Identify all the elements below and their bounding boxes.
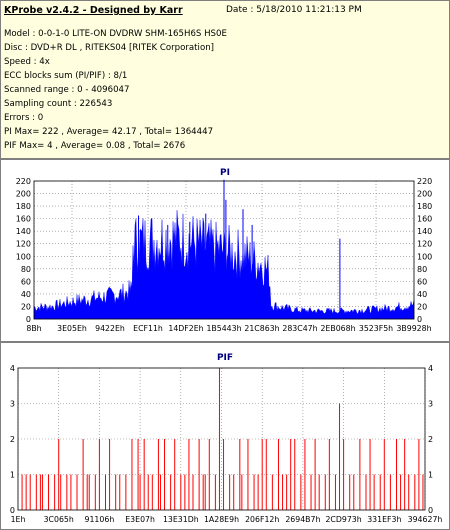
pi-y-tick-label-right: 220 [417, 177, 432, 186]
info-ecc: ECC blocks sum (PI/PIF) : 8/1 [4, 71, 128, 81]
pif-y-tick-label: 0 [10, 506, 15, 515]
pi-plot-border [33, 180, 415, 320]
pif-x-tick-label: 331EF3h [367, 515, 401, 524]
pi-chart-panel: PI 0 0 20 20 40 40 60 60 80 80 100 100 120 120 140 140 1… [0, 159, 450, 342]
pi-x-tick-label: 21C863h [244, 324, 279, 333]
pi-y-tick-label: 200 [16, 190, 31, 199]
info-sampling: Sampling count : 226543 [4, 99, 113, 109]
pi-y-tick-label: 160 [16, 215, 31, 224]
pif-x-tick-label: 91106h [85, 515, 115, 524]
pif-y-tick-label-right: 1 [428, 471, 433, 480]
pi-y-tick-label: 80 [21, 265, 31, 274]
pi-x-tick-label: 3E05Eh [57, 324, 87, 333]
pi-y-tick-label: 20 [21, 302, 31, 311]
pi-y-tick-label: 100 [16, 252, 31, 261]
pi-x-tick-label: 283C47h [282, 324, 317, 333]
pi-chart: PI 0 0 20 20 40 40 60 60 80 80 100 100 120 120 140 140 1… [16, 168, 433, 333]
info-errors: Errors : 0 [4, 113, 44, 123]
pi-x-tick-label: 2EB068h [320, 324, 355, 333]
pi-x-tick-label: 9422Eh [95, 324, 125, 333]
info-panel: KProbe v2.4.2 - Designed by Karr Date : … [0, 0, 450, 159]
pif-y-tick-label-right: 0 [428, 506, 433, 515]
pi-x-tick-label: 8Bh [26, 324, 41, 333]
pi-y-tick-label-right: 0 [417, 315, 422, 324]
pif-x-tick-label: 1A28E9h [204, 515, 239, 524]
pi-y-tick-label: 40 [21, 290, 31, 299]
pi-y-tick-label-right: 20 [417, 302, 427, 311]
pi-x-tick-label: 3B9928h [396, 324, 431, 333]
pi-x-tick-label: 1B5443h [206, 324, 241, 333]
pi-y-tick-label: 220 [16, 177, 31, 186]
info-range: Scanned range : 0 - 4096047 [4, 85, 130, 95]
pi-x-tick-label: 14DF2Eh [168, 324, 203, 333]
pi-x-tick-label: 3523F5h [359, 324, 393, 333]
pi-y-tick-label-right: 100 [417, 252, 432, 261]
pif-y-tick-label-right: 4 [428, 364, 433, 373]
info-model: Model : 0-0-1-0 LITE-ON DVDRW SHM-165H6S… [4, 29, 227, 39]
pi-y-tick-label-right: 140 [417, 227, 432, 236]
pif-x-tick-label: 1Eh [11, 515, 26, 524]
pif-x-tick-label: 2CD973h [325, 515, 361, 524]
pi-y-tick-label: 140 [16, 227, 31, 236]
pif-y-tick-label-right: 2 [428, 435, 433, 444]
pi-y-tick-label-right: 60 [417, 277, 427, 286]
pi-y-tick-label: 60 [21, 277, 31, 286]
pi-y-tick-label: 180 [16, 202, 31, 211]
pi-y-tick-label-right: 80 [417, 265, 427, 274]
pif-y-tick-label: 4 [10, 364, 15, 373]
scan-date: Date : 5/18/2010 11:21:13 PM [226, 5, 362, 15]
pif-chart-title: PIF [217, 353, 233, 363]
pif-x-tick-label: 13E31Dh [163, 515, 199, 524]
info-pif-stats: PIF Max= 4 , Average= 0.08 , Total= 2676 [4, 141, 186, 151]
app-title: KProbe v2.4.2 - Designed by Karr [4, 5, 183, 16]
pi-y-tick-label-right: 180 [417, 202, 432, 211]
pif-chart-panel: PIF 0 0 1 1 2 2 3 3 4 4 1Eh 3C065h 91106h E3E07h 13E31… [0, 342, 450, 530]
pif-x-tick-label: 206F12h [245, 515, 279, 524]
pif-y-tick-label: 3 [10, 400, 15, 409]
pif-y-tick-label: 1 [10, 471, 15, 480]
pif-x-tick-label: 3C065h [44, 515, 74, 524]
pi-chart-title: PI [220, 168, 230, 178]
pi-y-tick-label: 120 [16, 240, 31, 249]
info-disc: Disc : DVD+R DL , RITEKS04 [RITEK Corpor… [4, 43, 214, 53]
info-speed: Speed : 4x [4, 57, 50, 67]
pif-x-tick-label: 2694B7h [285, 515, 320, 524]
pi-y-tick-label: 0 [26, 315, 31, 324]
pif-x-tick-label: 394627h [408, 515, 443, 524]
pi-y-tick-label-right: 120 [417, 240, 432, 249]
info-pi-stats: PI Max= 222 , Average= 42.17 , Total= 13… [4, 127, 214, 137]
pi-y-tick-label-right: 40 [417, 290, 427, 299]
pi-x-tick-label: ECF11h [133, 324, 163, 333]
pi-y-tick-label-right: 200 [417, 190, 432, 199]
pif-chart: PIF 0 0 1 1 2 2 3 3 4 4 1Eh 3C065h 91106h E3E07h 13E31… [10, 353, 443, 524]
pi-y-tick-label-right: 160 [417, 215, 432, 224]
pif-y-tick-label: 2 [10, 435, 15, 444]
pif-plot-border [17, 367, 426, 511]
pif-x-tick-label: E3E07h [125, 515, 155, 524]
pif-y-tick-label-right: 3 [428, 400, 433, 409]
